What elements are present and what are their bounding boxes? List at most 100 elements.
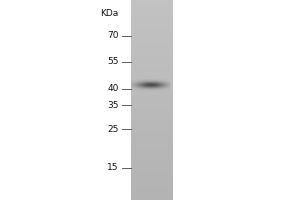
Bar <box>146 88 147 89</box>
Bar <box>137 83 138 84</box>
Bar <box>144 89 145 90</box>
Bar <box>162 82 163 83</box>
Bar <box>154 83 155 84</box>
Bar <box>158 85 159 86</box>
Bar <box>130 80 172 81</box>
Bar <box>145 90 146 91</box>
Bar <box>148 80 149 81</box>
Bar <box>130 83 172 84</box>
Bar <box>131 80 132 81</box>
Bar <box>130 20 172 21</box>
Bar <box>138 85 139 86</box>
Bar <box>130 147 172 148</box>
Bar <box>130 183 172 184</box>
Bar <box>144 86 145 87</box>
Bar <box>132 80 133 81</box>
Bar <box>160 86 161 87</box>
Bar <box>130 5 172 6</box>
Bar <box>161 80 162 81</box>
Bar <box>130 106 172 107</box>
Bar <box>138 88 139 89</box>
Bar <box>130 172 172 173</box>
Bar <box>161 81 162 82</box>
Bar <box>139 86 140 87</box>
Bar <box>147 86 148 87</box>
Bar <box>151 80 152 81</box>
Bar <box>130 177 172 178</box>
Bar <box>159 87 160 88</box>
Bar <box>160 82 161 83</box>
Bar <box>130 158 172 159</box>
Bar <box>161 82 162 83</box>
Bar <box>131 88 132 89</box>
Bar <box>130 152 172 153</box>
Bar <box>162 90 163 91</box>
Bar <box>143 85 144 86</box>
Bar <box>147 83 148 84</box>
Bar <box>153 79 154 80</box>
Bar <box>160 85 161 86</box>
Bar <box>164 80 165 81</box>
Bar <box>160 81 161 82</box>
Bar <box>130 103 172 104</box>
Bar <box>165 90 166 91</box>
Bar <box>167 86 168 87</box>
Bar <box>144 79 145 80</box>
Bar <box>142 89 143 90</box>
Bar <box>159 82 160 83</box>
Bar <box>155 86 156 87</box>
Bar <box>130 22 172 23</box>
Bar <box>152 90 153 91</box>
Bar <box>167 82 168 83</box>
Bar <box>165 87 166 88</box>
Bar <box>135 90 136 91</box>
Bar <box>151 88 152 89</box>
Bar <box>151 87 152 88</box>
Bar <box>143 80 144 81</box>
Bar <box>145 79 146 80</box>
Bar <box>147 80 148 81</box>
Bar <box>130 60 172 61</box>
Bar <box>152 86 153 87</box>
Bar <box>131 83 132 84</box>
Bar <box>134 84 135 85</box>
Bar <box>130 66 172 67</box>
Bar <box>168 81 169 82</box>
Bar <box>144 82 145 83</box>
Bar <box>130 63 172 64</box>
Bar <box>130 11 172 12</box>
Bar <box>130 153 172 154</box>
Bar <box>130 99 172 100</box>
Bar <box>137 82 138 83</box>
Bar <box>160 88 161 89</box>
Bar <box>144 85 145 86</box>
Bar <box>145 82 146 83</box>
Bar <box>163 83 164 84</box>
Bar <box>130 162 172 163</box>
Bar <box>140 85 141 86</box>
Bar <box>157 90 158 91</box>
Bar <box>169 87 170 88</box>
Bar <box>164 86 165 87</box>
Bar <box>165 80 166 81</box>
Bar <box>145 80 146 81</box>
Bar <box>162 81 163 82</box>
Bar <box>147 88 148 89</box>
Bar <box>163 89 164 90</box>
Bar <box>161 90 162 91</box>
Bar <box>130 57 172 58</box>
Bar <box>141 90 142 91</box>
Bar <box>150 83 151 84</box>
Bar <box>158 82 159 83</box>
Bar <box>158 84 159 85</box>
Bar <box>130 124 172 125</box>
Bar <box>157 81 158 82</box>
Bar <box>130 189 172 190</box>
Bar <box>130 82 172 83</box>
Bar <box>152 82 153 83</box>
Bar <box>130 34 172 35</box>
Bar <box>139 83 140 84</box>
Bar <box>130 154 172 155</box>
Bar <box>150 88 151 89</box>
Text: 35: 35 <box>107 100 118 110</box>
